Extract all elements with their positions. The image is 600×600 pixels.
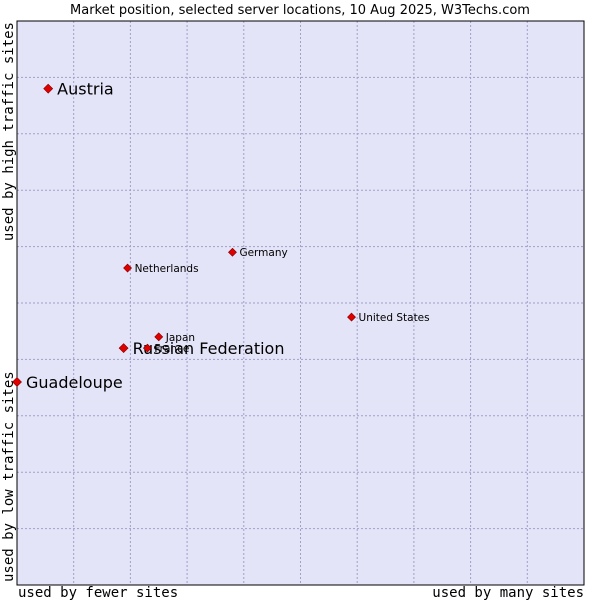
point-label-netherlands: Netherlands	[135, 263, 199, 275]
point-label-france: France	[154, 343, 189, 355]
x-axis-label-left: used by fewer sites	[18, 585, 178, 600]
point-label-guadeloupe: Guadeloupe	[26, 373, 123, 392]
x-axis-label-right: used by many sites	[432, 585, 584, 600]
point-label-germany: Germany	[239, 247, 287, 259]
point-marker-united-states	[347, 312, 356, 322]
data-points: Austria Germany Netherlands United States Ja…	[12, 80, 430, 392]
chart-title: Market position, selected server locatio…	[70, 3, 530, 18]
y-axis-label-top: used by high traffic sites	[1, 22, 17, 241]
y-axis-label-bottom: used by low traffic sites	[1, 371, 17, 582]
point-marker-japan	[154, 332, 164, 342]
point-marker-france	[142, 343, 152, 353]
point-label-japan: Japan	[165, 332, 195, 344]
plot-frame	[16, 20, 585, 586]
point-marker-guadeloupe	[12, 377, 22, 387]
point-label-austria: Austria	[57, 80, 114, 99]
point-marker-austria	[43, 83, 54, 94]
point-marker-netherlands	[123, 263, 132, 273]
point-marker-germany	[228, 247, 237, 257]
point-label-russian-federation: Russian Federation	[133, 339, 285, 358]
grid-lines	[17, 21, 584, 585]
point-marker-russian-federation	[118, 343, 129, 354]
point-label-united-states: United States	[359, 312, 430, 324]
